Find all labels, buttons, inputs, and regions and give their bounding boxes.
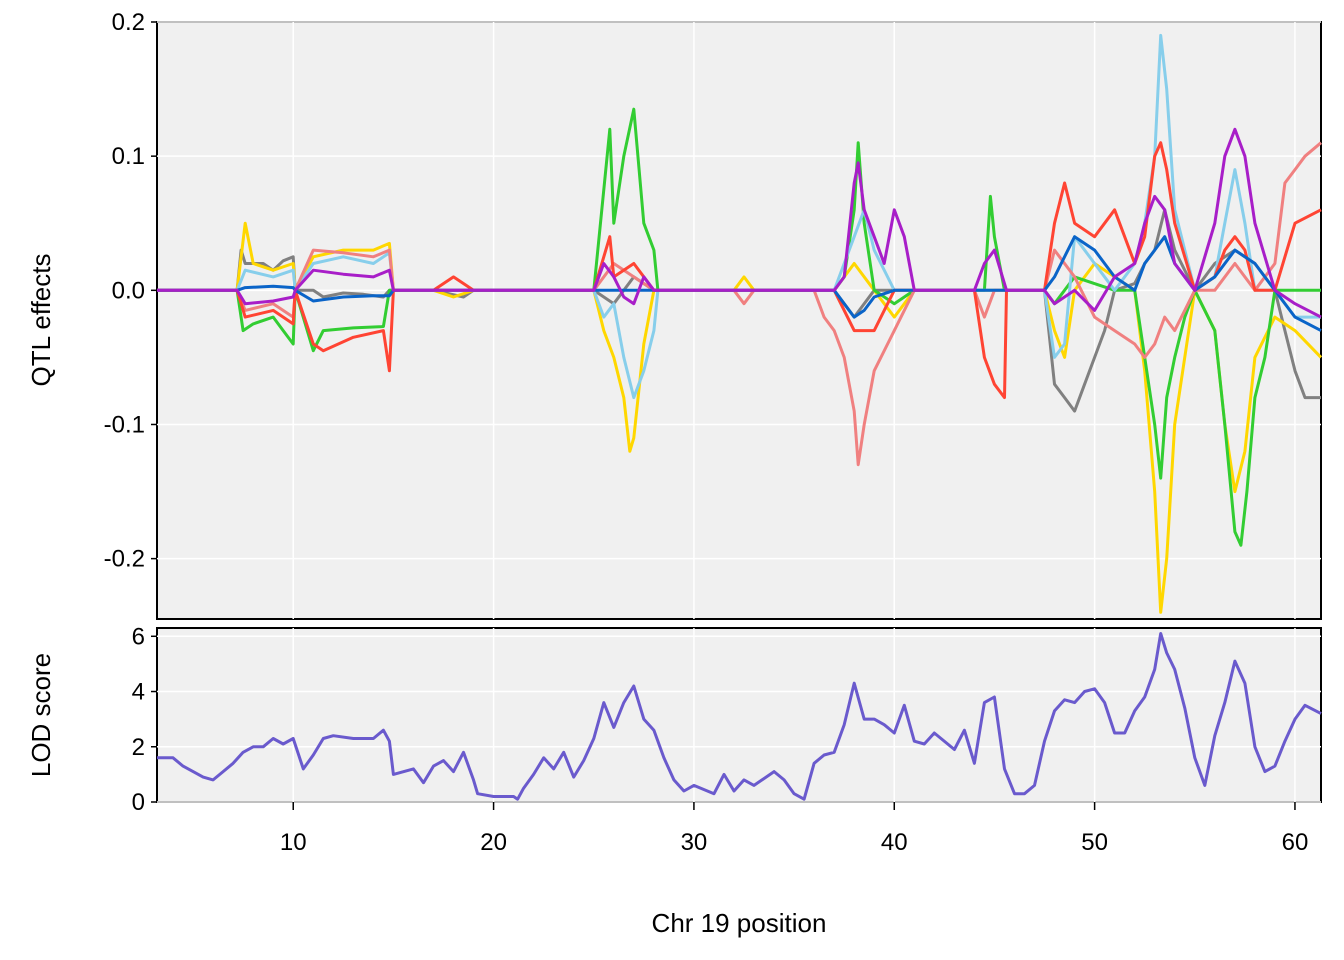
y-tick-label: 6 (132, 623, 145, 650)
x-tick-label: 50 (1081, 829, 1108, 856)
y-tick-label: -0.1 (104, 411, 145, 438)
series-line (157, 141, 1322, 467)
series-line (157, 632, 1322, 801)
effects-y-axis-title: QTL effects (26, 254, 56, 387)
lod-panel: 0 2 4 6 10 20 30 40 50 60 LOD score Chr 19 posit… (26, 623, 1322, 938)
lod-series-group (157, 632, 1322, 801)
lod-grid (157, 628, 1321, 803)
y-tick-label: 0.0 (112, 277, 145, 304)
y-tick-label: 4 (132, 679, 145, 706)
x-tick-label: 60 (1282, 829, 1309, 856)
x-tick-label: 30 (681, 829, 708, 856)
effects-plot-area (156, 21, 1322, 620)
y-tick-label: -0.2 (104, 546, 145, 573)
y-tick-label: 0.2 (112, 9, 145, 36)
series-line (157, 141, 1322, 400)
series-line (157, 127, 1322, 319)
effects-series-group (157, 33, 1323, 614)
x-axis: 10 20 30 40 50 60 (280, 802, 1308, 856)
lod-y-axis: 0 2 4 6 (132, 623, 157, 816)
x-tick-label: 40 (881, 829, 908, 856)
x-axis-title: Chr 19 position (652, 908, 827, 938)
y-tick-label: 0 (132, 789, 145, 816)
y-tick-label: 2 (132, 734, 145, 761)
lod-y-axis-title: LOD score (26, 653, 56, 777)
lod-plot-area (156, 627, 1322, 803)
effects-y-axis: 0.2 0.1 0.0 -0.1 -0.2 (104, 9, 157, 573)
x-tick-label: 20 (480, 829, 507, 856)
y-tick-label: 0.1 (112, 143, 145, 170)
effects-panel: 0.2 0.1 0.0 -0.1 -0.2 QTL effects (26, 9, 1323, 620)
x-tick-label: 10 (280, 829, 307, 856)
